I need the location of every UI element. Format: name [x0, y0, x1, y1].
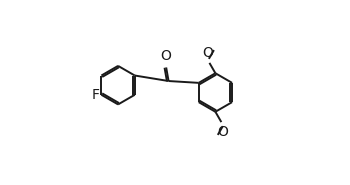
Text: F: F: [91, 88, 99, 102]
Text: O: O: [161, 49, 172, 63]
Text: O: O: [217, 125, 228, 139]
Text: O: O: [203, 46, 214, 60]
